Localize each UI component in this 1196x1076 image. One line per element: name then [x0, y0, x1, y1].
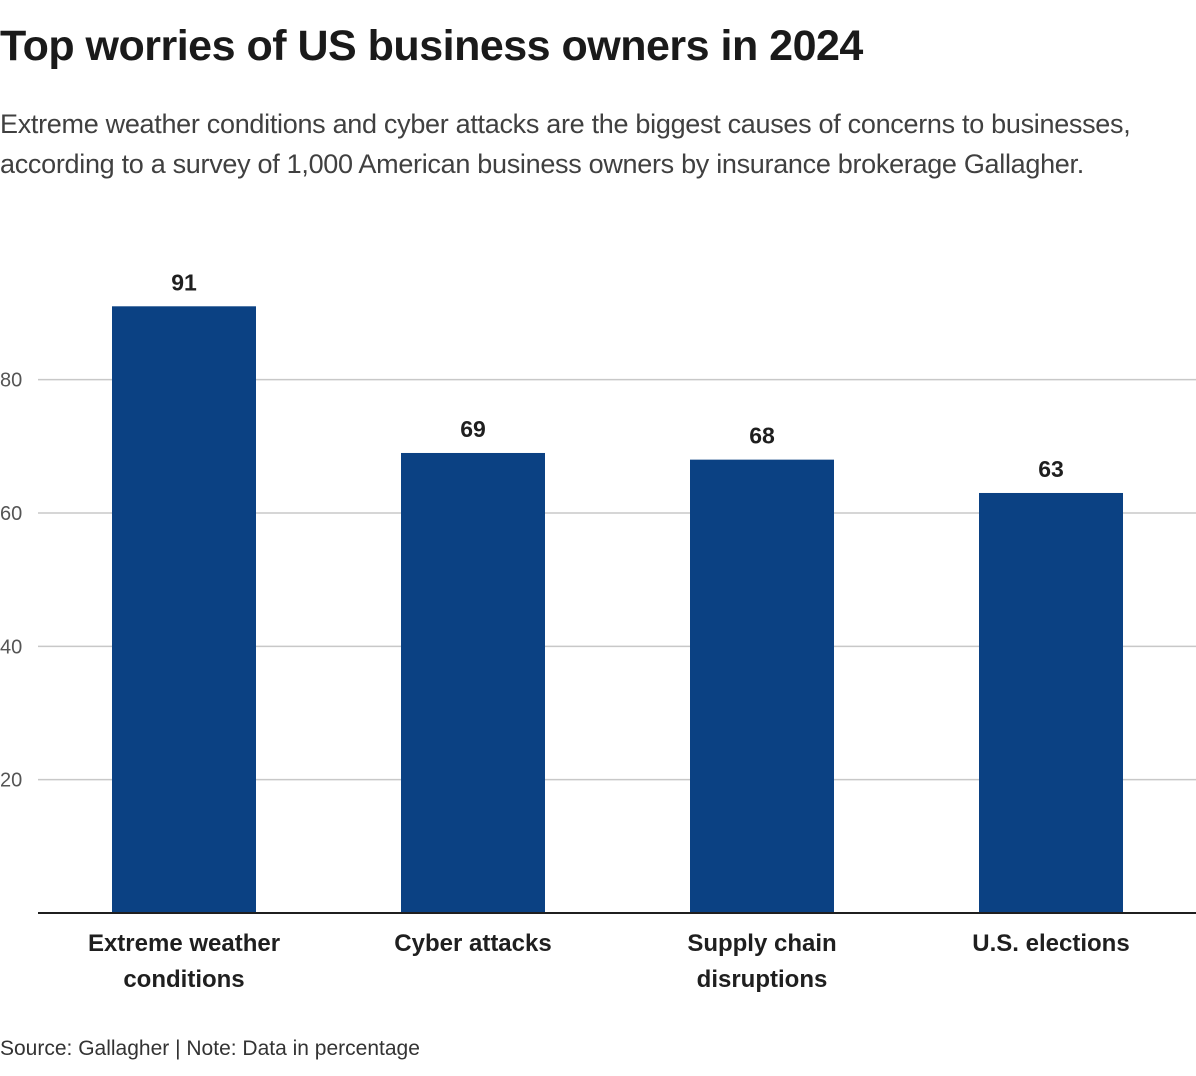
bar	[112, 306, 256, 914]
source-note: Source: Gallagher | Note: Data in percen…	[0, 1037, 420, 1060]
x-category-label: conditions	[123, 966, 244, 993]
x-category-label: disruptions	[697, 966, 828, 993]
data-label: 91	[171, 269, 197, 295]
data-label: 63	[1038, 456, 1064, 482]
bar	[979, 492, 1123, 913]
bar	[401, 452, 545, 913]
x-category-label: Extreme weather	[88, 930, 280, 957]
data-label: 68	[749, 423, 775, 449]
bar	[690, 459, 834, 913]
x-category-label: U.S. elections	[972, 930, 1129, 957]
x-category-label: Supply chain	[687, 930, 836, 957]
x-category-label: Cyber attacks	[394, 930, 551, 957]
y-tick-label: 40	[0, 636, 22, 658]
chart-title: Top worries of US business owners in 202…	[0, 22, 863, 70]
data-label: 69	[460, 416, 486, 442]
chart-subtitle: Extreme weather conditions and cyber att…	[0, 109, 1131, 179]
y-tick-label: 60	[0, 503, 22, 525]
y-tick-label: 20	[0, 770, 22, 792]
y-tick-label: 80	[0, 370, 22, 392]
